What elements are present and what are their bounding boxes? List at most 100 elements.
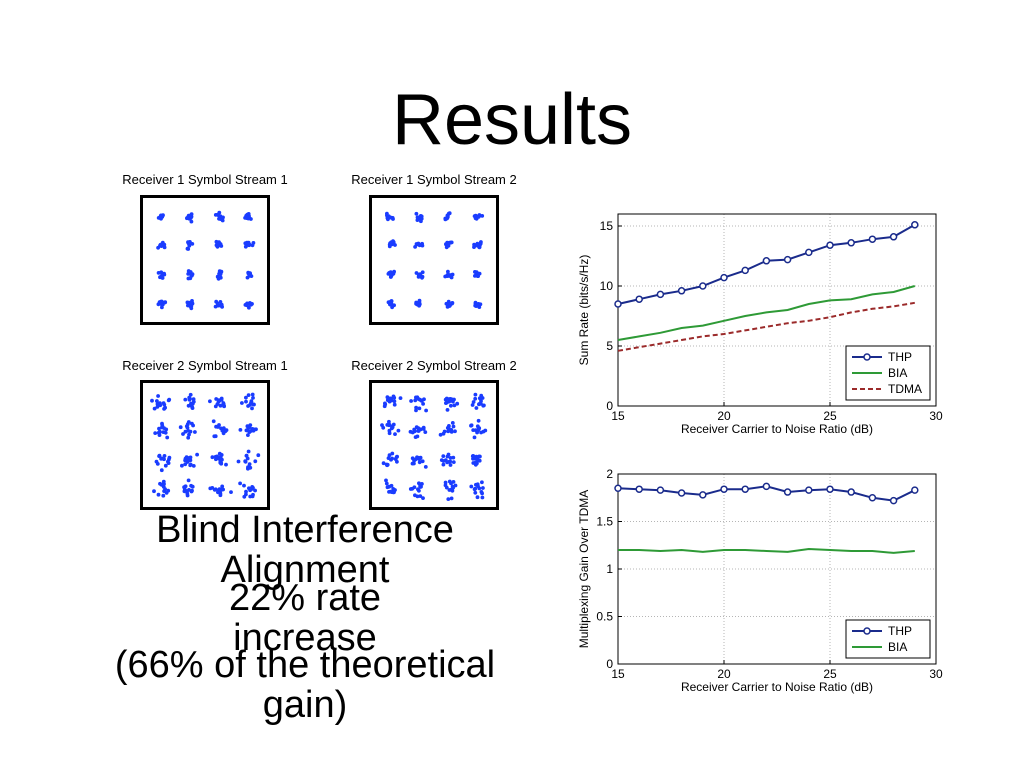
- constellation-point: [183, 456, 188, 461]
- series-point-thp: [741, 266, 749, 275]
- constellation-point: [473, 462, 478, 467]
- constellation-point: [246, 433, 250, 437]
- constellation-point: [155, 405, 160, 409]
- constellation-point: [247, 462, 252, 466]
- constellation-point: [161, 213, 165, 218]
- constellation-point: [423, 430, 428, 434]
- constellation-point: [387, 215, 392, 220]
- constellation-point: [188, 462, 193, 467]
- x-axis-label: Receiver Carrier to Noise Ratio (dB): [681, 422, 873, 436]
- constellation-point: [477, 458, 482, 463]
- constellation-point: [412, 458, 416, 463]
- legend-marker: [863, 353, 871, 361]
- series-point-thp: [847, 488, 855, 496]
- constellation-point: [391, 394, 396, 399]
- series-point-thp: [911, 221, 919, 229]
- constellation-point: [443, 217, 448, 222]
- y-axis-label: Sum Rate (bits/s/Hz): [577, 255, 591, 366]
- constellation-point: [188, 392, 193, 397]
- constellation-point: [184, 424, 189, 429]
- constellation-point: [189, 219, 194, 224]
- constellation-point: [238, 481, 242, 486]
- constellation-point: [244, 453, 249, 458]
- constellation-point: [185, 493, 190, 498]
- constellation-point: [243, 216, 247, 220]
- constellation-svg: [380, 392, 488, 501]
- sum-rate-chart: 15 20 25 30 0 5 10 15 Receiver Carrier to Noise …: [570, 200, 950, 445]
- constellation-point: [469, 484, 474, 489]
- constellation-point: [243, 241, 248, 246]
- legend-box: [845, 619, 931, 659]
- constellation-point: [450, 421, 455, 425]
- constellation-plot-r2s2: [369, 380, 499, 510]
- constellation-point: [413, 398, 418, 403]
- y-tick-label: 0: [606, 399, 613, 413]
- constellation-point: [186, 276, 191, 281]
- series-point-thp: [889, 496, 898, 505]
- constellation-point: [167, 397, 172, 402]
- constellation-point: [159, 274, 164, 279]
- constellation-point: [188, 396, 192, 401]
- constellation-point: [476, 427, 481, 432]
- constellation-point: [409, 399, 413, 403]
- constellation-point: [220, 484, 225, 489]
- constellation-point: [243, 244, 248, 249]
- constellation-point: [472, 214, 477, 218]
- constellation-point: [473, 396, 478, 401]
- constellation-point: [417, 481, 421, 486]
- x-tick-label: 15: [611, 667, 625, 681]
- constellation-plot-r2s1: [140, 380, 270, 510]
- constellation-point: [213, 454, 218, 459]
- constellation-point: [446, 426, 451, 431]
- constellation-point: [155, 399, 159, 403]
- constellation-point: [474, 406, 479, 410]
- series-point-thp: [911, 486, 919, 494]
- constellation-point: [392, 488, 397, 493]
- constellation-point: [158, 242, 163, 247]
- constellation-point: [414, 405, 418, 410]
- constellation-point: [159, 483, 164, 487]
- constellation-point: [446, 272, 450, 277]
- constellation-point: [157, 301, 162, 306]
- constellation-point: [478, 241, 483, 246]
- y-tick-label: 15: [600, 219, 614, 233]
- constellation-point: [478, 454, 482, 459]
- series-point-thp: [868, 235, 877, 243]
- constellation-point: [473, 274, 477, 278]
- constellation-point: [161, 479, 166, 484]
- constellation-point: [477, 402, 481, 407]
- x-tick-label: 25: [823, 409, 837, 423]
- constellation-point: [191, 399, 196, 404]
- constellation-point: [420, 275, 424, 280]
- constellation-point: [221, 401, 226, 405]
- constellation-point: [398, 396, 403, 400]
- constellation-point: [447, 397, 451, 402]
- constellation-point: [449, 403, 453, 408]
- constellation-point: [189, 213, 193, 218]
- series-point-thp: [741, 485, 749, 493]
- constellation-point: [392, 399, 397, 404]
- constellation-point: [216, 276, 221, 281]
- constellation-point: [419, 398, 424, 403]
- caption-rate-increase: 22% rate increase: [228, 577, 382, 659]
- constellation-plot-r1s1: [140, 195, 270, 325]
- series-point-thp: [783, 488, 792, 496]
- constellation-point: [447, 211, 452, 216]
- constellation-point: [380, 423, 384, 427]
- multiplexing-gain-chart-svg: 15 20 25 30 0 0.5 1 1.5 2 Receiver Carrier to Noi…: [577, 467, 943, 694]
- x-tick-label: 20: [717, 667, 731, 681]
- constellation-point: [477, 271, 482, 276]
- constellation-point: [441, 459, 446, 463]
- series-point-thp: [805, 486, 813, 494]
- constellation-point: [150, 398, 154, 403]
- constellation-point: [472, 487, 477, 492]
- series-line-tdma: [617, 301, 915, 352]
- constellation-svg: [156, 210, 256, 311]
- constellation-point: [470, 403, 475, 407]
- constellation-point: [387, 428, 392, 433]
- constellation-point: [217, 243, 221, 248]
- constellation-point: [441, 462, 446, 467]
- constellation-point: [443, 274, 448, 279]
- constellation-point: [390, 425, 395, 430]
- series-point-thp: [677, 489, 686, 497]
